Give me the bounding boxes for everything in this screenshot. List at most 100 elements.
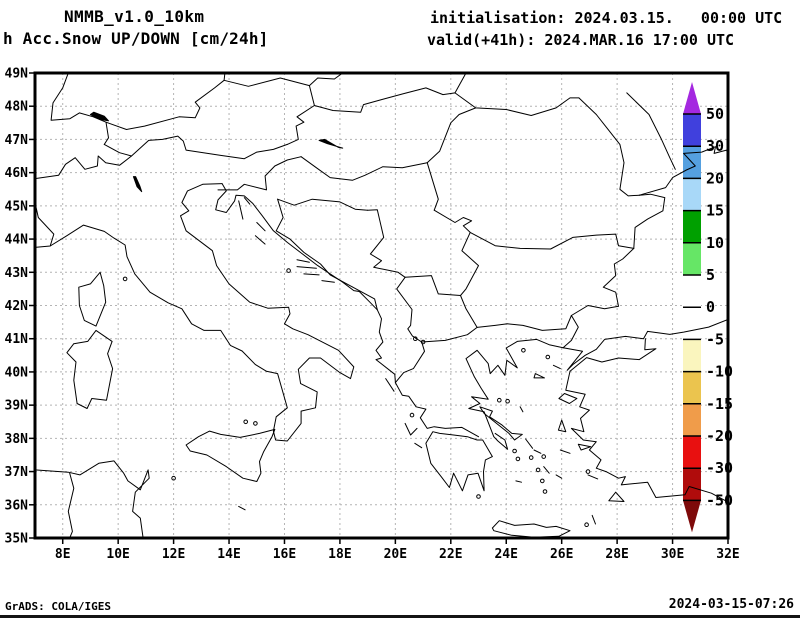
marmara-north-coast	[562, 330, 649, 371]
colorbar-segment	[683, 403, 701, 436]
lon-label: 14E	[217, 547, 240, 562]
romania-north-border	[454, 92, 580, 116]
lat-label: 42N	[5, 299, 29, 314]
kosovo-albania-macedonia-border	[394, 276, 425, 384]
serbia-north-border	[277, 198, 369, 211]
turkey-blacksea-coast	[647, 319, 728, 335]
coastlines	[35, 73, 728, 538]
drina-border	[367, 209, 406, 278]
albania-west-greece-coast	[375, 309, 479, 438]
colorbar-segment	[683, 275, 701, 308]
island-korcula	[303, 273, 320, 276]
lon-label: 20E	[384, 547, 407, 562]
small-island	[521, 348, 526, 353]
grads-credit: GrADS: COLA/IGES	[5, 600, 111, 613]
lon-label: 32E	[716, 547, 739, 562]
blacksea-nw-coast	[638, 146, 728, 196]
small-island	[409, 412, 415, 418]
lat-label: 37N	[5, 465, 29, 480]
peloponnese-coast	[425, 431, 493, 492]
hungary-slovakia-border	[313, 87, 456, 113]
graticule	[35, 73, 728, 538]
lat-label: 49N	[5, 67, 29, 82]
colorbar-label: 50	[706, 105, 724, 123]
tunisia-algeria-border	[67, 472, 75, 538]
istria-dalmatia-coast	[215, 183, 378, 311]
small-island	[122, 276, 128, 282]
colorbar-label: 20	[706, 169, 724, 187]
lat-label: 36N	[5, 498, 29, 513]
small-island	[512, 448, 517, 454]
island-samos	[577, 443, 592, 451]
colorbar-segment	[683, 339, 701, 372]
turkey-aegean-coast	[565, 370, 728, 503]
island-kos	[587, 474, 599, 480]
colorbar-label: -30	[706, 459, 733, 477]
lon-label: 10E	[106, 547, 129, 562]
france-italy-border	[35, 202, 55, 247]
small-island	[535, 467, 541, 473]
island-kefalonia	[404, 422, 418, 436]
axis-labels: 49N 48N 47N 46N 45N 44N 43N 42N 41N 40N 39N 38N 37N 3…	[5, 67, 740, 563]
lat-label: 39N	[5, 399, 29, 414]
small-island	[540, 478, 545, 484]
island-krk	[243, 197, 251, 205]
hungary-south-border	[300, 156, 428, 181]
lat-label: 47N	[5, 133, 29, 148]
macedonia-greece-border	[421, 326, 478, 343]
macedonia-bulgaria-border	[460, 295, 478, 328]
small-island	[286, 268, 291, 273]
island-skyros	[519, 406, 524, 413]
island-dugi-otok	[254, 235, 266, 245]
island-lesbos	[558, 393, 578, 404]
island-andros	[525, 438, 534, 449]
island-hvar	[296, 266, 317, 269]
slovenia-croatia-border	[217, 156, 302, 191]
serbia-bulgaria-border	[460, 231, 479, 296]
swiss-italy-border	[35, 143, 132, 180]
small-island	[505, 398, 510, 404]
product-title: h Acc.Snow UP/DOWN [cm/24h]	[3, 29, 269, 48]
bulgaria-greece-border	[476, 315, 572, 331]
colorbar-segment	[683, 242, 701, 275]
valid-time: valid(+41h): 2024.MAR.16 17:00 UTC	[427, 31, 735, 49]
small-island	[545, 354, 551, 360]
montenegro-albania-border	[351, 286, 378, 311]
island-ikaria	[559, 449, 571, 454]
small-island	[585, 469, 591, 474]
lon-label: 18E	[328, 547, 351, 562]
island-lemnos	[533, 373, 545, 379]
lat-label: 38N	[5, 432, 29, 447]
lake-garda	[132, 176, 143, 193]
colorbar-segment	[683, 114, 701, 147]
lake-constance	[89, 111, 109, 122]
render-timestamp: 2024-03-15-07:26	[668, 597, 794, 612]
lon-label: 28E	[605, 547, 628, 562]
dniester-border	[626, 92, 676, 170]
colorbar-segment	[683, 371, 701, 404]
hungary-romania-border	[426, 107, 477, 164]
island-naxos	[543, 466, 550, 474]
small-island	[476, 494, 481, 499]
lon-label: 22E	[439, 547, 462, 562]
blacksea-west-coast	[602, 193, 666, 307]
rhine-swiss-border	[50, 73, 109, 145]
lon-label: 12E	[162, 547, 185, 562]
sicily-island	[185, 428, 276, 482]
germany-austria-border	[105, 73, 226, 130]
colorbar-segment	[683, 178, 701, 211]
small-island	[243, 419, 248, 425]
danube-border	[433, 209, 635, 250]
island-cres	[238, 200, 244, 220]
small-island	[171, 475, 176, 481]
colorbar-label: -10	[706, 363, 733, 381]
small-island	[497, 397, 502, 403]
lat-label: 35N	[5, 532, 29, 547]
euboea-island	[479, 406, 523, 441]
small-island	[253, 421, 258, 426]
lat-label: 48N	[5, 100, 29, 115]
island-chios	[557, 419, 567, 433]
